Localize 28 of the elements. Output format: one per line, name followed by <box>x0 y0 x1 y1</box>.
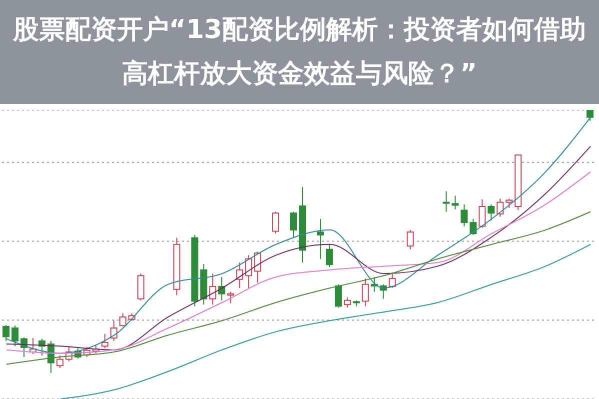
candlestick <box>406 229 414 250</box>
candlestick <box>334 284 342 308</box>
candlestick <box>496 198 504 218</box>
candlestick <box>326 244 333 268</box>
candlestick <box>344 296 351 308</box>
candlestick <box>56 355 64 368</box>
candlestick <box>478 198 486 228</box>
candlestick <box>290 211 298 238</box>
candlestick <box>119 312 126 327</box>
candlestick <box>460 204 468 227</box>
candlestick <box>388 273 396 289</box>
chart-title: 股票配资开户“13配资比例解析：投资者如何借助高杠杆放大资金效益与风险？” <box>0 0 599 104</box>
candlestick <box>110 320 118 342</box>
candlestick <box>236 262 244 289</box>
candlestick <box>470 218 477 236</box>
candlestick <box>218 276 226 301</box>
candlestick <box>101 333 108 349</box>
candlestick <box>209 273 216 306</box>
candlestick <box>272 211 280 234</box>
candlestick <box>137 273 144 301</box>
candlestick <box>2 324 10 342</box>
candlestick <box>227 291 234 304</box>
candlestick <box>586 110 594 122</box>
candlestick <box>506 198 513 209</box>
candlestick <box>362 278 369 307</box>
candlestick <box>316 218 324 260</box>
candlestick <box>488 204 495 221</box>
candlestick <box>11 325 18 347</box>
